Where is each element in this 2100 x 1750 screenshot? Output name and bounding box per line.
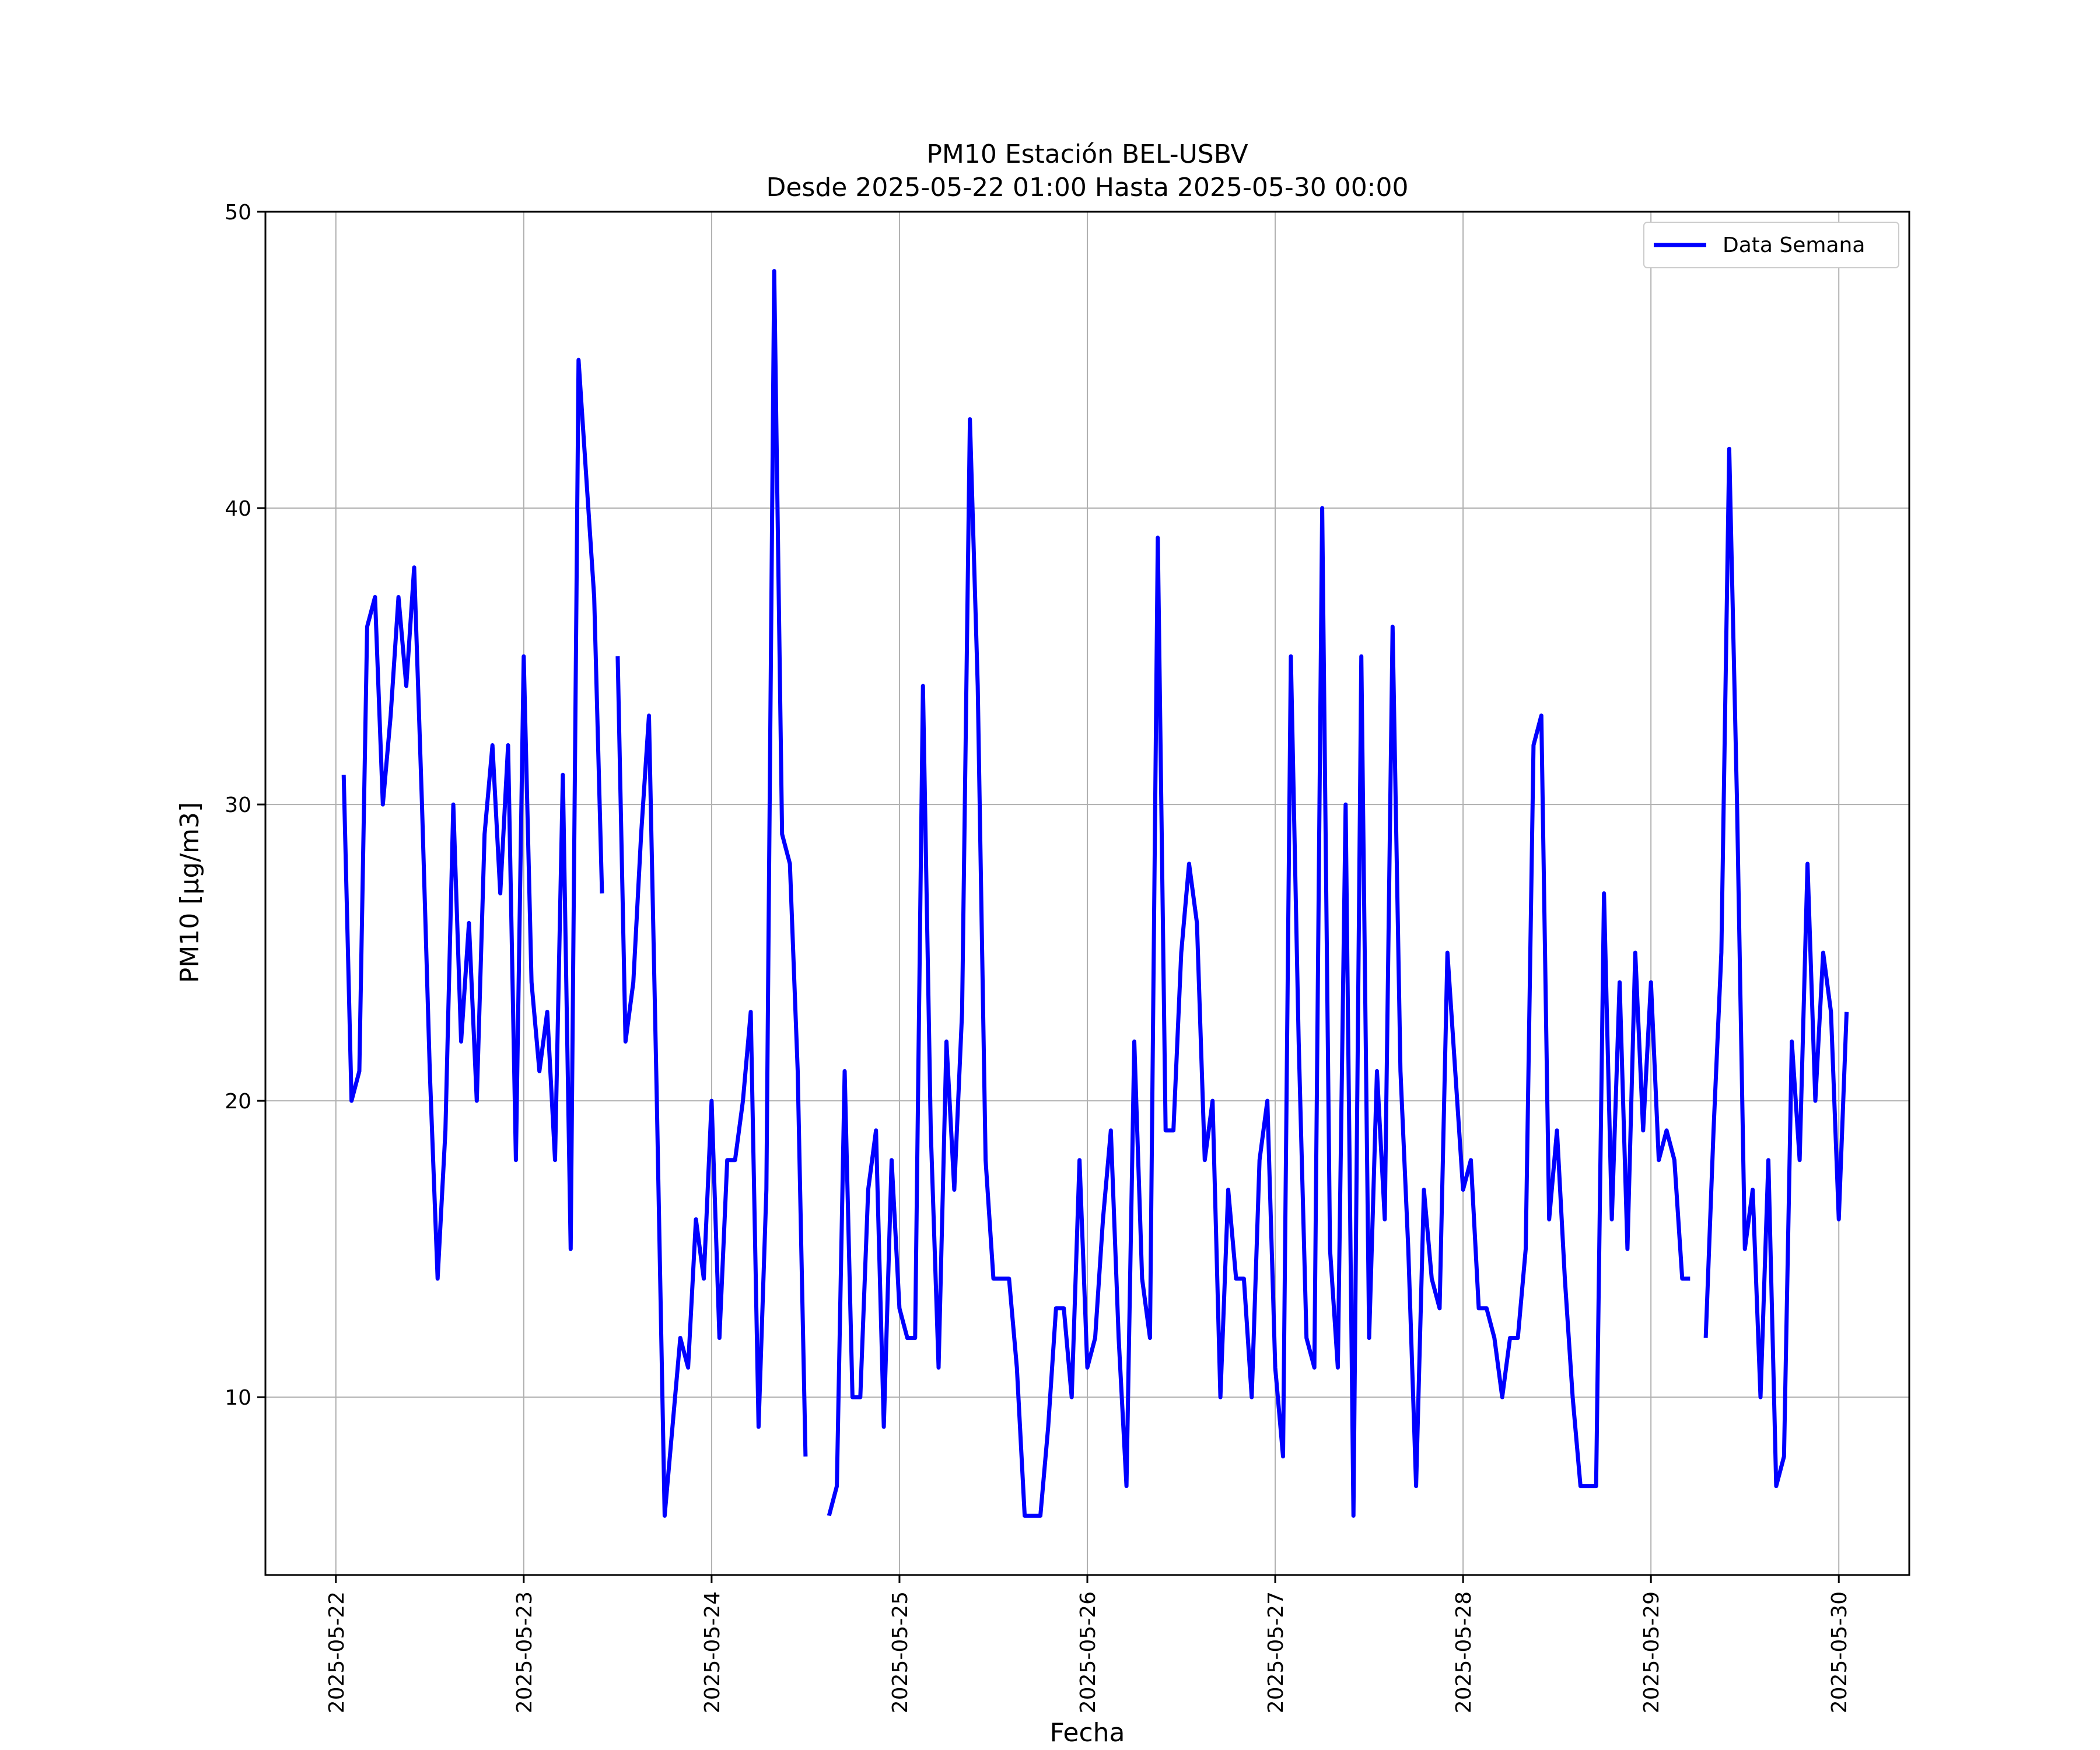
x-tick-label: 2025-05-23 (513, 1591, 537, 1713)
y-tick-label: 30 (225, 793, 251, 817)
x-axis-label: Fecha (1049, 1718, 1125, 1748)
y-tick-label: 10 (225, 1386, 251, 1410)
y-tick-label: 50 (225, 201, 251, 225)
x-axis-ticks: 2025-05-22 2025-05-23 2025-05-24 2025-05-25… (325, 1575, 1852, 1713)
legend: Data Semana (1643, 222, 1899, 268)
series-layer (341, 269, 1849, 1518)
x-tick-label: 2025-05-27 (1264, 1591, 1288, 1713)
x-tick-label: 2025-05-30 (1828, 1591, 1852, 1713)
legend-label: Data Semana (1723, 233, 1865, 257)
chart-subtitle: Desde 2025-05-22 01:00 Hasta 2025-05-30 … (766, 173, 1408, 202)
x-tick-label: 2025-05-29 (1640, 1591, 1664, 1713)
y-axis-label: PM10 [μg/m3] (175, 802, 205, 983)
y-tick-label: 40 (225, 497, 251, 521)
chart-title: PM10 Estación BEL-USBV (926, 139, 1248, 169)
x-tick-label: 2025-05-25 (888, 1591, 912, 1713)
legend-box (1643, 222, 1899, 268)
y-tick-label: 20 (225, 1090, 251, 1114)
series-line-data-semana (341, 269, 1849, 1518)
x-tick-label: 2025-05-28 (1452, 1591, 1476, 1713)
x-tick-label: 2025-05-24 (701, 1591, 724, 1713)
y-axis-ticks: 10 20 30 40 50 (225, 201, 265, 1410)
x-tick-label: 2025-05-22 (325, 1591, 349, 1713)
x-tick-label: 2025-05-26 (1076, 1591, 1100, 1713)
